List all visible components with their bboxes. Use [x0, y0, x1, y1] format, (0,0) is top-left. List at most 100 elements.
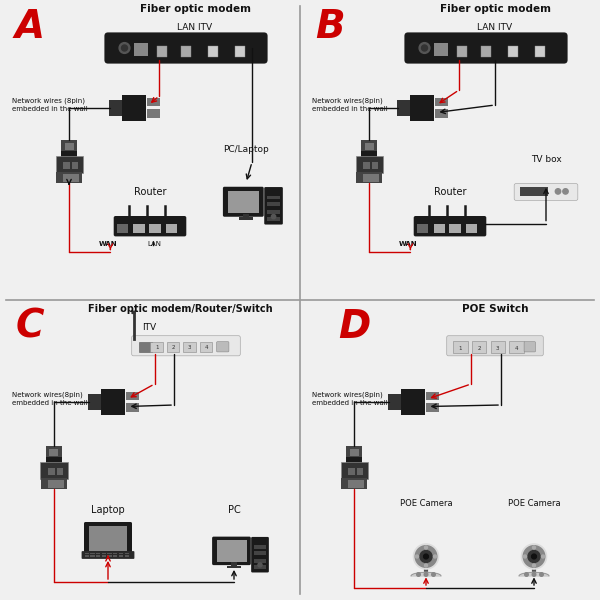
FancyBboxPatch shape	[365, 143, 373, 150]
FancyBboxPatch shape	[267, 217, 280, 221]
FancyBboxPatch shape	[355, 156, 383, 173]
Text: LAN ITV: LAN ITV	[478, 22, 512, 31]
FancyBboxPatch shape	[524, 341, 536, 352]
FancyBboxPatch shape	[90, 553, 95, 554]
FancyBboxPatch shape	[65, 143, 74, 150]
FancyBboxPatch shape	[426, 391, 439, 400]
Text: POE Camera: POE Camera	[400, 499, 452, 509]
Text: Fiber optic modem: Fiber optic modem	[139, 4, 251, 14]
FancyBboxPatch shape	[341, 478, 367, 489]
Text: ITV: ITV	[143, 323, 157, 331]
Circle shape	[532, 554, 536, 559]
Circle shape	[425, 564, 427, 567]
FancyBboxPatch shape	[139, 341, 151, 352]
FancyBboxPatch shape	[472, 341, 487, 352]
FancyBboxPatch shape	[63, 174, 72, 181]
FancyBboxPatch shape	[251, 537, 269, 572]
FancyBboxPatch shape	[46, 457, 62, 466]
FancyBboxPatch shape	[491, 341, 505, 352]
FancyBboxPatch shape	[239, 217, 253, 220]
FancyBboxPatch shape	[217, 541, 247, 562]
Circle shape	[521, 544, 547, 569]
Circle shape	[424, 572, 428, 576]
Circle shape	[119, 43, 130, 53]
FancyBboxPatch shape	[264, 187, 283, 224]
FancyBboxPatch shape	[466, 224, 476, 233]
FancyBboxPatch shape	[361, 140, 377, 152]
FancyBboxPatch shape	[90, 554, 95, 556]
FancyBboxPatch shape	[119, 554, 123, 556]
FancyBboxPatch shape	[520, 187, 548, 196]
FancyBboxPatch shape	[107, 556, 112, 557]
FancyBboxPatch shape	[410, 95, 434, 121]
Circle shape	[413, 544, 439, 569]
Polygon shape	[519, 572, 549, 576]
FancyBboxPatch shape	[348, 468, 355, 475]
Circle shape	[221, 346, 226, 349]
FancyBboxPatch shape	[372, 162, 379, 169]
FancyBboxPatch shape	[426, 403, 439, 412]
FancyBboxPatch shape	[61, 140, 77, 152]
Circle shape	[432, 572, 436, 576]
FancyBboxPatch shape	[183, 341, 196, 352]
Text: 3: 3	[188, 345, 191, 350]
Circle shape	[525, 572, 528, 576]
FancyBboxPatch shape	[199, 341, 212, 352]
FancyBboxPatch shape	[114, 216, 187, 236]
Circle shape	[528, 551, 540, 563]
Text: WAN: WAN	[98, 241, 118, 247]
FancyBboxPatch shape	[223, 187, 264, 217]
Circle shape	[532, 572, 536, 576]
Text: Router: Router	[434, 187, 466, 197]
FancyBboxPatch shape	[96, 556, 100, 557]
Text: TV box: TV box	[530, 154, 562, 163]
FancyBboxPatch shape	[132, 335, 240, 356]
FancyBboxPatch shape	[356, 172, 382, 183]
Text: 2: 2	[172, 345, 175, 350]
FancyBboxPatch shape	[433, 224, 445, 233]
FancyBboxPatch shape	[454, 341, 468, 352]
Circle shape	[425, 546, 427, 549]
FancyBboxPatch shape	[101, 554, 106, 556]
Text: Router: Router	[134, 187, 166, 197]
FancyBboxPatch shape	[235, 46, 245, 57]
FancyBboxPatch shape	[414, 216, 487, 236]
Circle shape	[415, 555, 419, 558]
Circle shape	[416, 572, 420, 576]
FancyBboxPatch shape	[208, 46, 218, 57]
FancyBboxPatch shape	[361, 151, 377, 159]
FancyBboxPatch shape	[227, 191, 259, 214]
Text: Fiber optic modem: Fiber optic modem	[439, 4, 551, 14]
FancyBboxPatch shape	[85, 556, 89, 557]
FancyBboxPatch shape	[535, 46, 545, 57]
FancyBboxPatch shape	[254, 559, 266, 563]
FancyBboxPatch shape	[147, 109, 160, 118]
FancyBboxPatch shape	[133, 224, 145, 233]
FancyBboxPatch shape	[449, 224, 461, 233]
Circle shape	[433, 555, 437, 558]
FancyBboxPatch shape	[49, 449, 58, 456]
Text: 3: 3	[496, 346, 499, 350]
FancyBboxPatch shape	[57, 468, 64, 475]
FancyBboxPatch shape	[457, 46, 467, 57]
FancyBboxPatch shape	[113, 554, 118, 556]
FancyBboxPatch shape	[46, 446, 62, 458]
Text: POE Switch: POE Switch	[462, 304, 528, 314]
FancyBboxPatch shape	[126, 391, 139, 400]
Circle shape	[424, 554, 428, 559]
FancyBboxPatch shape	[125, 554, 128, 556]
Text: 4: 4	[205, 345, 208, 350]
FancyBboxPatch shape	[388, 394, 401, 410]
Text: B: B	[315, 8, 345, 46]
FancyBboxPatch shape	[446, 335, 544, 356]
Text: 1: 1	[155, 345, 158, 350]
FancyBboxPatch shape	[267, 211, 280, 214]
Text: 2: 2	[478, 346, 481, 350]
Text: Network wires(8pin)
embedded in the wall: Network wires(8pin) embedded in the wall	[312, 98, 388, 112]
FancyBboxPatch shape	[48, 480, 57, 487]
FancyBboxPatch shape	[109, 100, 122, 116]
FancyBboxPatch shape	[181, 46, 191, 57]
Text: A: A	[15, 8, 45, 46]
FancyBboxPatch shape	[157, 46, 167, 57]
Text: C: C	[16, 308, 44, 346]
